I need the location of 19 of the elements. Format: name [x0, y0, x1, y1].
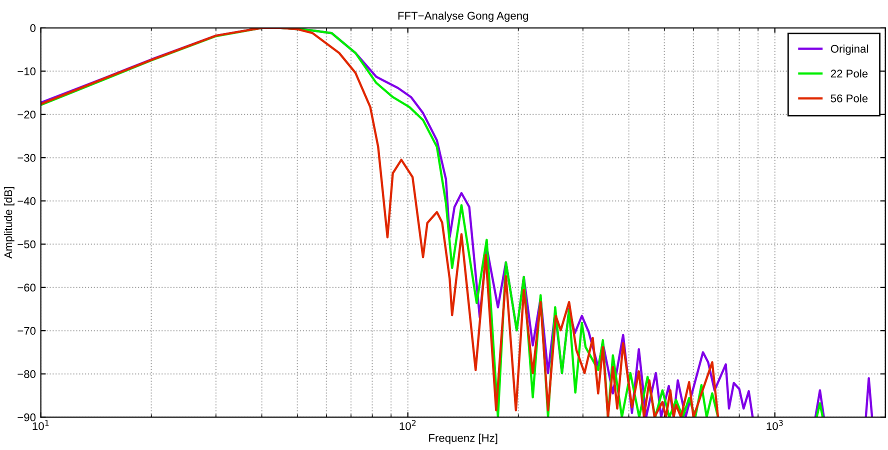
chart-title: FFT−Analyse Gong Ageng [398, 12, 528, 22]
y-tick-label: −80 [18, 370, 36, 378]
x-tick-label: 10$^{1}$ [32, 420, 49, 430]
legend-label: Original [830, 44, 868, 55]
y-tick-label: −30 [18, 154, 36, 162]
legend-label: 22 Pole [830, 69, 868, 78]
x-tick-label: 10$^{2}$ [400, 420, 416, 430]
x-axis-title: Frequenz [Hz] [429, 434, 498, 444]
y-tick-label: −60 [18, 284, 36, 292]
y-tick-label: −20 [18, 110, 36, 119]
y-tick-label: −50 [18, 240, 36, 248]
y-tick-label: −10 [18, 67, 36, 76]
y-tick-label: −70 [18, 326, 36, 335]
y-tick-label: −40 [18, 197, 36, 206]
y-tick-label: −90 [18, 413, 36, 422]
y-tick-label: 0 [30, 24, 36, 32]
legend-label: 56 Pole [830, 94, 868, 102]
y-axis-title: Amplitude [dB] [4, 187, 14, 259]
x-tick-label: 10$^{3}$ [766, 420, 783, 430]
